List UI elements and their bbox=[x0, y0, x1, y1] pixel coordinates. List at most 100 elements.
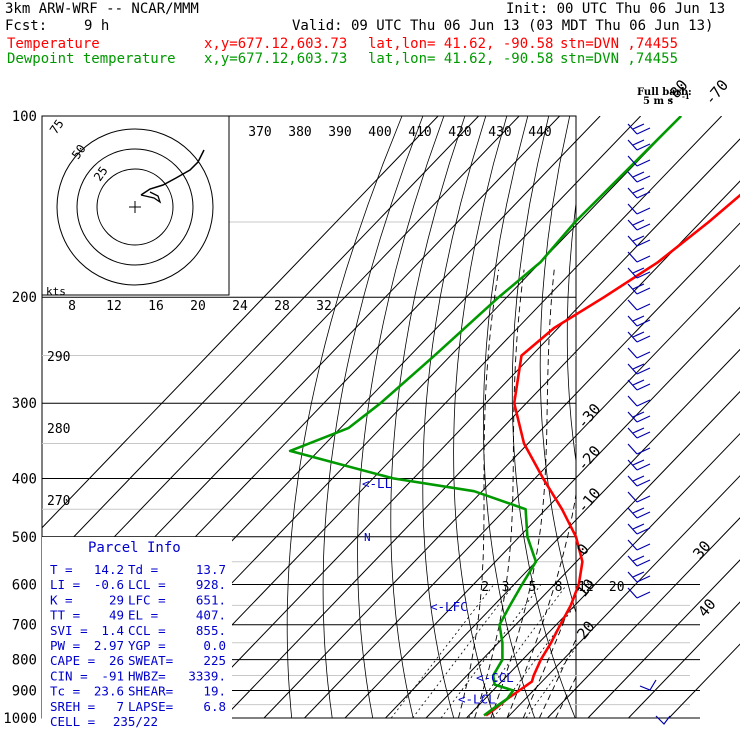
isotherm-label: -10 bbox=[573, 484, 604, 516]
isotherm-line bbox=[263, 222, 740, 719]
parcel-value: 14.2 bbox=[94, 562, 124, 577]
mixing-ratio-label: 20 bbox=[609, 580, 625, 595]
wind-barb bbox=[627, 315, 651, 327]
isobar-label: 600 bbox=[12, 577, 37, 593]
isobar-label: 500 bbox=[12, 530, 37, 546]
parcel-label: CCL = bbox=[128, 623, 166, 638]
theta-side-label: 270 bbox=[47, 494, 70, 509]
dry-adiabat-line bbox=[736, 116, 740, 718]
wind-barb bbox=[627, 283, 651, 295]
isobar-label: 100 bbox=[12, 109, 37, 125]
wind-barb bbox=[627, 331, 651, 343]
parcel-label: SWEAT= bbox=[128, 653, 173, 668]
parcel-label: SVI = bbox=[50, 623, 88, 638]
theta-side-label: 280 bbox=[47, 422, 70, 437]
parcel-box bbox=[42, 537, 232, 726]
moist-adiabat-line bbox=[474, 269, 525, 719]
parcel-value: 407. bbox=[196, 608, 226, 623]
el-marker: N bbox=[364, 531, 371, 544]
wind-barb bbox=[627, 507, 651, 519]
level-marker: <-LFC bbox=[430, 599, 468, 614]
wind-barb bbox=[627, 203, 651, 215]
wind-barb bbox=[627, 539, 651, 551]
parcel-value: 1.4 bbox=[101, 623, 124, 638]
isotherm-label: -30 bbox=[573, 400, 604, 432]
parcel-title: Parcel Info bbox=[88, 540, 181, 556]
isotherm-line bbox=[668, 643, 740, 719]
dry-adiabat-line bbox=[286, 116, 403, 719]
isotherm-line bbox=[142, 116, 722, 719]
parcel-label: CIN = bbox=[50, 668, 88, 683]
wind-barb bbox=[627, 571, 651, 583]
mixing-ratio-line bbox=[493, 603, 576, 719]
wind-barb bbox=[627, 443, 651, 455]
parcel-label: TT = bbox=[50, 608, 80, 623]
dewpoint-xy: x,y=677.12,603.73 bbox=[204, 51, 348, 67]
moist-adiabat-line bbox=[490, 269, 555, 719]
hodograph-speed-label: 12 bbox=[106, 299, 122, 314]
moist-adiabat-line bbox=[506, 491, 576, 719]
wind-barb bbox=[627, 139, 651, 151]
wind-barb bbox=[627, 251, 651, 263]
parcel-label: LFC = bbox=[128, 592, 166, 607]
parcel-value: -0.6 bbox=[94, 577, 124, 592]
dry-adiabat-line bbox=[566, 200, 576, 465]
forecast-label: Fcst: bbox=[5, 18, 48, 34]
hodograph-speed-label: 28 bbox=[274, 299, 290, 314]
hodograph-ring-label: 75 bbox=[47, 117, 67, 137]
moist-adiabat-line bbox=[457, 269, 500, 719]
wind-barb bbox=[627, 395, 651, 407]
parcel-value: 3339. bbox=[188, 668, 226, 683]
theta-label: 370 bbox=[248, 125, 271, 140]
parcel-value: 928. bbox=[196, 577, 226, 592]
theta-label: 430 bbox=[488, 125, 511, 140]
hodograph-speed-label: 32 bbox=[316, 299, 332, 314]
isotherm-label: -20 bbox=[573, 442, 604, 474]
temperature-latlon: lat,lon= 41.62, -90.58 bbox=[368, 36, 554, 52]
hodograph-ring bbox=[96, 168, 174, 246]
theta-label: 390 bbox=[328, 125, 351, 140]
dewpoint-line bbox=[288, 116, 683, 717]
theta-label: 420 bbox=[448, 125, 471, 140]
hodograph-ring-label: 25 bbox=[91, 164, 111, 184]
theta-label: 380 bbox=[288, 125, 311, 140]
isotherm-label: 30 bbox=[689, 537, 714, 562]
dewpoint-latlon: lat,lon= 41.62, -90.58 bbox=[368, 51, 554, 67]
parcel-label: K = bbox=[50, 592, 73, 607]
isotherm-line bbox=[304, 264, 740, 719]
hodograph-speed-label: 16 bbox=[148, 299, 164, 314]
barb-legend-sup: -1 bbox=[682, 92, 690, 101]
init-time: Init: 00 UTC Thu 06 Jun 13 bbox=[506, 1, 726, 17]
parcel-label: SHEAR= bbox=[128, 684, 173, 699]
forecast-hour: 9 h bbox=[84, 18, 110, 34]
parcel-value: 29 bbox=[109, 592, 124, 607]
wind-barb bbox=[627, 379, 651, 391]
parcel-value: 0.0 bbox=[203, 638, 226, 653]
parcel-label: T = bbox=[50, 562, 73, 577]
wind-barb bbox=[627, 363, 651, 375]
level-marker: <-CCL bbox=[476, 670, 514, 685]
isobar-label: 1000 bbox=[3, 711, 37, 727]
isotherm-line bbox=[547, 517, 740, 719]
isobar-label: 400 bbox=[12, 471, 37, 487]
model-title: 3km ARW-WRF -- NCAR/MMM bbox=[5, 1, 199, 17]
wind-barb bbox=[627, 587, 651, 599]
isotherm-label: 40 bbox=[694, 595, 719, 620]
wind-barb bbox=[627, 235, 651, 247]
wind-barb bbox=[627, 123, 651, 135]
mixing-ratio-label: 8 bbox=[555, 580, 563, 595]
parcel-value: 651. bbox=[196, 592, 226, 607]
wind-barb bbox=[627, 491, 651, 503]
wind-barb bbox=[627, 219, 651, 231]
parcel-value: 23.6 bbox=[94, 684, 124, 699]
parcel-value: 225 bbox=[203, 653, 226, 668]
hodograph-speed-label: 8 bbox=[68, 299, 76, 314]
dewpoint-series-name: Dewpoint temperature bbox=[7, 51, 176, 67]
parcel-value: 19. bbox=[203, 684, 226, 699]
mixing-ratio-label: 2 bbox=[481, 580, 489, 595]
wind-barb bbox=[627, 555, 651, 567]
dewpoint-station: stn=DVN ,74455 bbox=[560, 51, 679, 67]
moist-adiabat-line bbox=[538, 638, 576, 719]
hodograph-speed-label: 24 bbox=[232, 299, 248, 314]
parcel-value: 855. bbox=[196, 623, 226, 638]
